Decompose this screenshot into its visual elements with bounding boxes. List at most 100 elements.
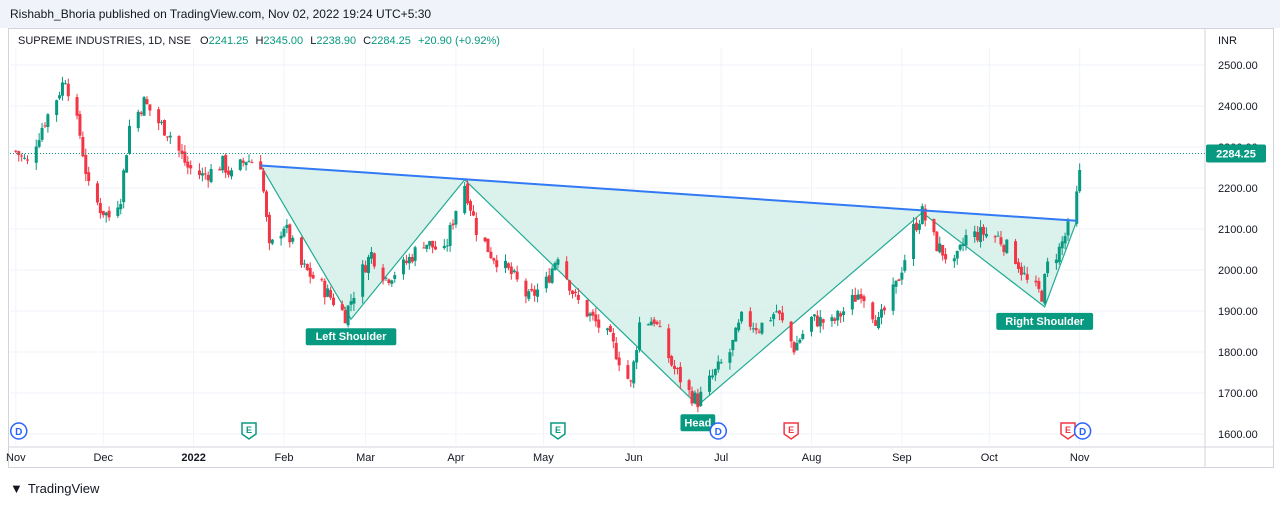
candle-body [404,260,408,263]
candle-body [75,97,79,116]
candle-body [853,294,857,302]
candle-body [553,263,557,270]
candle-body [882,307,886,311]
candle-body [798,339,802,343]
candle-body [1016,262,1020,269]
high-label: H [255,35,264,47]
candle-body [842,311,846,315]
chart-frame [8,28,1274,468]
candle-body [675,367,679,370]
candle-body [285,224,289,228]
candle-body [757,331,761,333]
candle-body [850,295,854,310]
candle-body [981,226,985,235]
candle-body [340,304,344,311]
close-value: 2284.25 [371,35,411,47]
candle-body [920,206,924,225]
candle-body [425,244,429,249]
earnings-marker-icon[interactable] [241,422,257,440]
candle-body [760,322,764,334]
candle-body [244,162,248,166]
candle-body [98,203,102,214]
candle-body [588,313,592,316]
candle-body [716,361,720,370]
candle-body [678,366,682,383]
candle-body [352,298,356,304]
candle-body [428,241,432,246]
candle-body [81,136,85,157]
candle-body [387,279,391,284]
candle-body [611,332,615,342]
candle-body [308,267,312,277]
x-tick-label: Oct [981,452,998,464]
dividend-marker-icon[interactable] [1073,422,1092,440]
pattern-label: Right Shoulder [1005,316,1085,328]
candle-body [737,322,741,331]
candle-body [142,97,146,116]
candle-body [343,310,347,324]
candle-body [818,317,822,327]
candle-body [1063,236,1067,244]
candle-body [1078,169,1082,192]
candle-body [961,244,965,247]
candle-body [326,288,330,297]
candle-body [390,280,394,284]
attribution-bar: Rishabh_Bhoria published on TradingView.… [0,0,1280,28]
candle-body [830,317,834,322]
candle-body [349,301,353,305]
candle-body [670,356,674,366]
footer-brand[interactable]: ▼ TradingView [10,481,99,496]
candle-body [673,365,677,369]
candle-body [606,328,609,331]
candle-body [209,168,213,183]
candle-body [288,224,292,243]
candle-body [218,168,222,171]
candle-body [871,302,875,320]
candle-body [952,258,956,262]
candle-body [891,284,895,311]
candle-body [544,276,548,289]
candle-body [183,151,187,163]
y-tick-label: 2400.00 [1218,101,1258,113]
candle-body [594,314,598,322]
candle-body [512,270,516,273]
candle-body [699,391,703,406]
earnings-marker-icon[interactable] [1060,422,1076,440]
candle-body [122,170,126,203]
candle-body [262,170,266,192]
last-price-label: 2284.25 [1216,148,1256,160]
candle-body [713,369,717,376]
candle-body [1005,239,1009,253]
earnings-marker-icon[interactable] [783,422,799,440]
candle-body [489,251,493,259]
candle-body [84,155,88,174]
dividend-marker-icon[interactable] [709,422,728,440]
dividend-marker-icon[interactable] [9,422,28,440]
candle-body [571,290,575,295]
symbol-name: SUPREME INDUSTRIES, 1D, NSE [18,35,191,47]
candle-body [649,321,653,326]
candle-body [451,223,455,226]
candle-body [789,321,793,342]
earnings-marker-icon[interactable] [550,422,566,440]
candle-body [393,275,397,279]
candle-body [372,253,376,267]
candle-body [139,112,143,114]
y-tick-label: 2500.00 [1218,60,1258,72]
candle-body [60,82,64,96]
candle-body [119,203,123,210]
candle-body [238,159,242,170]
candle-body [445,245,449,247]
candle-body [454,211,458,225]
candle-body [247,160,251,162]
candle-body [486,238,490,253]
candle-body [241,160,245,163]
candle-body [224,155,228,173]
candle-body [638,322,642,350]
candle-body [1019,266,1023,275]
candle-body [862,296,866,302]
x-tick-label: Nov [1070,452,1090,464]
y-tick-label: 1800.00 [1218,347,1258,359]
candle-body [772,314,776,320]
